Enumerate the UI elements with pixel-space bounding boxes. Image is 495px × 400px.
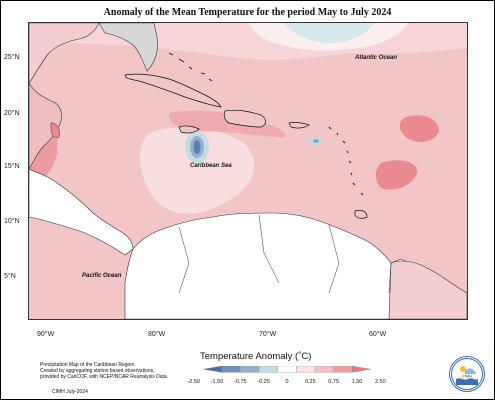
legend-color-cell (277, 366, 297, 373)
legend-tick-label: 2.50 (374, 379, 386, 385)
legend-title: Temperature Anomaly (˚C) (200, 351, 312, 362)
cimh-logo-mark: CIMH (451, 358, 483, 390)
lon-label-90w: 90°W (37, 331, 55, 338)
land-gulf-coast (29, 23, 100, 84)
land-lesser-antilles (328, 126, 364, 196)
anomaly-map (28, 22, 468, 320)
lat-label-25n: 25°N (4, 54, 20, 61)
anomaly-negative-zone-north (284, 23, 374, 43)
lat-label-5n: 5°N (4, 273, 16, 280)
legend-tick-label: 0.25 (304, 379, 316, 385)
legend-color-cell (240, 366, 260, 373)
land-cuba (124, 73, 222, 108)
legend-color-cell (202, 366, 222, 373)
legend-tick-label: 0 (285, 379, 289, 385)
cimh-logo-text: CIMH (462, 374, 472, 379)
anomaly-strong-zone-southeast (375, 160, 418, 190)
legend-color-cells (202, 366, 372, 373)
land-guianas (388, 260, 467, 319)
land-yucatan (29, 82, 62, 170)
legend-tick-label: 1.50 (351, 379, 363, 385)
anomaly-moderate-zone-antilles (168, 110, 286, 138)
lat-label-10n: 10°N (4, 218, 20, 225)
legend-tick-label: -0.75 (234, 379, 247, 385)
footnote-line-1: Precipitation Map of the Caribbean Regio… (40, 362, 136, 368)
legend-tick-label: 0.75 (328, 379, 340, 385)
label-pacific-ocean: Pacific Ocean (82, 273, 122, 279)
country-borders-south-america (178, 214, 392, 294)
land-belize (50, 122, 60, 138)
legend-tick-label: -2.50 (187, 379, 200, 385)
anomaly-negative-center-jamaica (193, 140, 201, 154)
land-jamaica (178, 125, 200, 134)
legend-tick-label: -0.25 (257, 379, 270, 385)
cimh-logo: CIMH (449, 356, 485, 392)
lat-label-15n: 15°N (4, 163, 20, 170)
land-trinidad (354, 209, 368, 219)
anomaly-negative-core-pr (313, 139, 319, 143)
anomaly-light-zone-caribbean (139, 127, 255, 214)
anomaly-strong-zone-east (399, 115, 439, 143)
label-atlantic-ocean: Atlantic Ocean (355, 55, 398, 61)
legend-color-cell (296, 366, 316, 373)
map-canvas (29, 23, 467, 319)
lon-label-70w: 70°W (259, 331, 277, 338)
land-florida (98, 23, 158, 72)
legend-colorbar (202, 366, 372, 373)
footnote-credit: CIMH July-2024 (52, 389, 88, 395)
legend-color-cell (352, 366, 372, 373)
lon-label-80w: 80°W (148, 331, 166, 338)
lat-label-20n: 20°N (4, 110, 20, 117)
map-title: Anomaly of the Mean Temperature for the … (103, 7, 392, 18)
legend-color-cell (314, 366, 334, 373)
footnote-line-2: Created by aggregating station based obs… (40, 368, 155, 374)
legend-color-cell (221, 366, 241, 373)
legend-tick-label: -1.50 (210, 379, 224, 385)
legend-color-cell (258, 366, 278, 373)
footnote-line-3: provided by CariCOF, with NCEP/NCAR Rean… (40, 374, 169, 380)
land-central-america (29, 168, 134, 256)
label-caribbean-sea: Caribbean Sea (190, 163, 232, 169)
land-hispaniola (223, 109, 266, 128)
land-bahamas (168, 52, 213, 82)
lon-label-60w: 60°W (369, 331, 387, 338)
legend-color-cell (333, 366, 353, 373)
land-puerto-rico (288, 122, 310, 129)
